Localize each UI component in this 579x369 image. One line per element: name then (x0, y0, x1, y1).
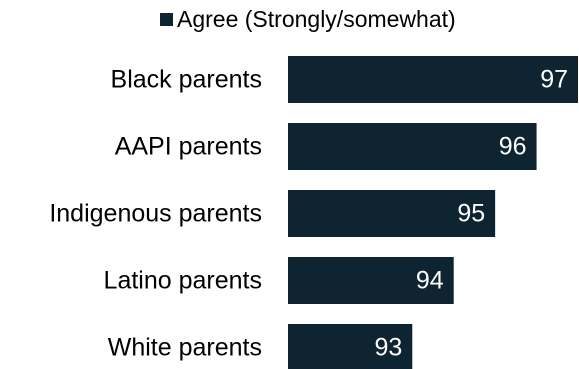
bar-value-label: 96 (499, 133, 527, 161)
bar (288, 324, 413, 369)
category-label: AAPI parents (115, 133, 262, 161)
legend-swatch (160, 12, 173, 26)
category-label: Black parents (111, 66, 262, 94)
category-label: Latino parents (104, 267, 262, 295)
bar (288, 257, 454, 304)
category-label: Indigenous parents (49, 200, 262, 228)
bar-value-label: 94 (416, 267, 444, 295)
bar-value-label: 97 (540, 66, 568, 94)
legend: Agree (Strongly/somewhat) (160, 4, 456, 34)
bar-value-label: 95 (457, 200, 485, 228)
bar (288, 123, 537, 170)
bar (288, 56, 578, 103)
legend-label: Agree (Strongly/somewhat) (177, 5, 456, 32)
bar-value-label: 93 (374, 334, 402, 362)
bar (288, 190, 496, 237)
category-label: White parents (108, 334, 262, 362)
